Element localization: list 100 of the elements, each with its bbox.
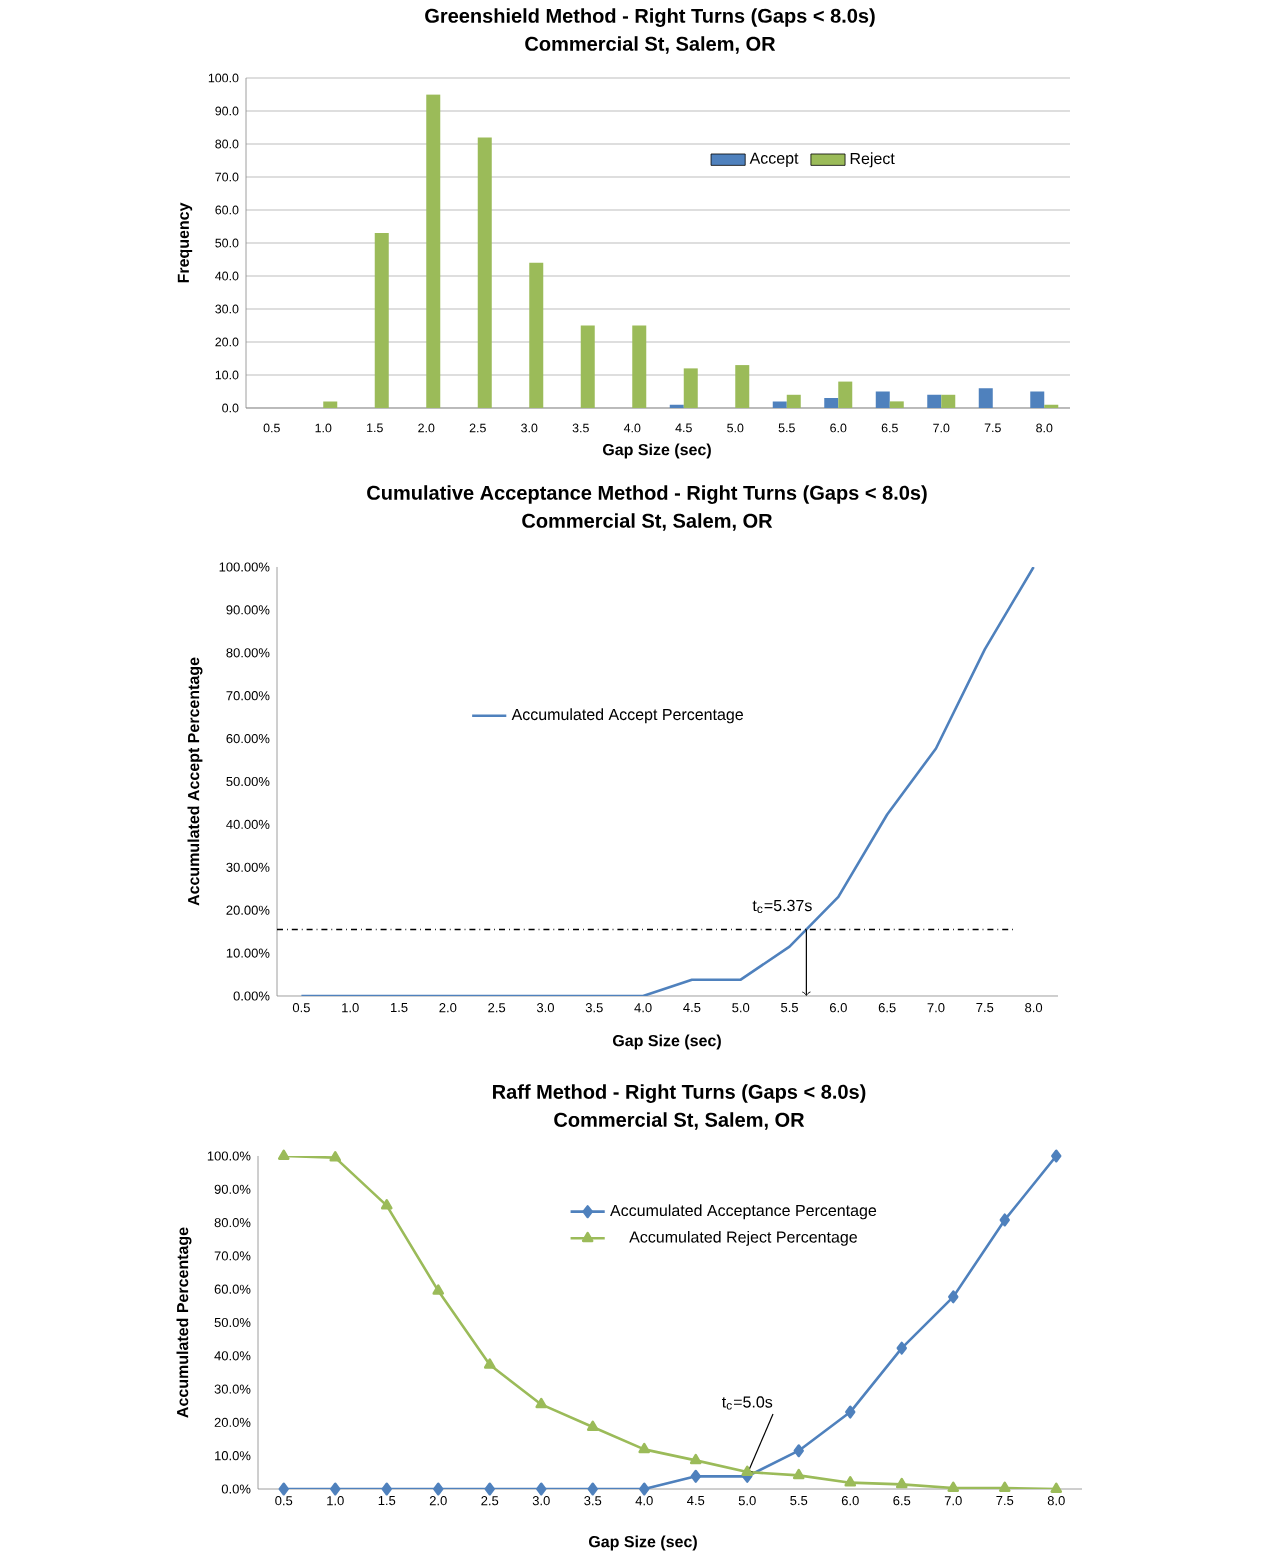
bar: [772, 401, 787, 408]
point: [432, 1284, 445, 1295]
point: [586, 1420, 599, 1431]
x-tick-label: 8.0: [1047, 1496, 1065, 1506]
point: [535, 1397, 548, 1409]
y-tick-label: 60.00%: [226, 734, 270, 744]
x-tick-label: 1.5: [391, 1003, 408, 1013]
point: [948, 1290, 959, 1304]
bar: [978, 388, 993, 408]
legend-label: Accumulated Reject Percentage: [629, 1230, 857, 1246]
annotation: t$_{c}$=5.37s: [752, 899, 812, 914]
x-tick-label: 2.5: [469, 423, 486, 433]
legend-label: Accumulated Acceptance Percentage: [610, 1204, 877, 1220]
y-tick-label: 40.0%: [214, 1351, 251, 1361]
y-tick-label: 20.00%: [226, 905, 270, 915]
x-tick-label: 5.0: [738, 1496, 756, 1506]
y-tick-label: 40.00%: [226, 819, 270, 829]
y-axis-title: Accumulated Accept Percentage: [187, 657, 203, 906]
x-tick-label: 3.0: [536, 1003, 554, 1013]
y-tick-label: 80.00%: [226, 648, 270, 658]
y-tick-label: 70.0%: [214, 1251, 251, 1261]
x-tick-label: 6.5: [893, 1496, 911, 1506]
point: [380, 1199, 393, 1210]
bar: [941, 394, 956, 408]
bar: [824, 398, 839, 408]
x-axis-title: Gap Size (sec): [588, 1535, 697, 1551]
x-tick-label: 5.0: [732, 1003, 750, 1013]
y-tick-label: 90.0: [215, 106, 239, 116]
x-tick-label: 1.5: [378, 1496, 396, 1506]
x-axis-title: Gap Size (sec): [612, 1034, 721, 1050]
y-tick-label: 30.00%: [226, 862, 270, 872]
y-tick-label: 0.0%: [221, 1484, 251, 1494]
point: [690, 1469, 701, 1483]
x-tick-label: 2.0: [439, 1003, 457, 1013]
y-tick-label: 50.0: [215, 238, 239, 248]
point: [330, 1482, 341, 1496]
x-tick-label: 6.0: [841, 1496, 859, 1506]
x-tick-label: 3.0: [521, 423, 538, 433]
bar: [875, 391, 890, 408]
x-tick-label: 3.0: [532, 1496, 550, 1506]
point: [433, 1482, 444, 1496]
y-axis-title: Frequency: [177, 202, 193, 283]
y-tick-label: 50.0%: [214, 1317, 251, 1328]
x-tick-label: 1.0: [315, 423, 332, 433]
point: [329, 1151, 342, 1162]
point: [587, 1482, 598, 1496]
x-tick-label: 5.5: [778, 423, 795, 433]
y-tick-label: 70.0: [215, 172, 239, 182]
x-tick-label: 4.0: [623, 423, 641, 433]
x-tick-label: 0.5: [275, 1496, 293, 1506]
point: [793, 1444, 804, 1458]
x-tick-label: 3.5: [585, 1003, 603, 1013]
chart-subtitle: Commercial St, Salem, OR: [525, 36, 776, 54]
point: [1050, 1482, 1063, 1493]
y-tick-label: 80.0: [215, 139, 239, 149]
point: [947, 1481, 960, 1492]
x-tick-label: 4.0: [634, 1003, 652, 1013]
point: [845, 1405, 856, 1419]
bar: [426, 94, 441, 408]
y-tick-label: 80.0%: [214, 1218, 251, 1228]
x-tick-label: 6.5: [881, 423, 898, 433]
x-tick-label: 3.5: [584, 1496, 602, 1506]
point: [792, 1468, 805, 1480]
y-axis-title: Accumulated Percentage: [176, 1227, 192, 1418]
x-tick-label: 5.5: [790, 1496, 808, 1506]
x-tick-label: 6.0: [830, 423, 847, 433]
x-tick-label: 7.5: [984, 423, 1001, 433]
point: [844, 1476, 857, 1487]
point: [381, 1482, 392, 1496]
y-tick-label: 30.0%: [214, 1384, 251, 1394]
y-tick-label: 30.0: [215, 304, 239, 314]
point: [638, 1442, 651, 1454]
y-tick-label: 60.0%: [214, 1284, 251, 1294]
y-tick-label: 100.0: [208, 73, 239, 83]
bar: [838, 381, 853, 408]
x-tick-label: 7.0: [927, 1003, 945, 1013]
x-tick-label: 0.5: [292, 1003, 310, 1013]
y-tick-label: 90.0%: [214, 1184, 251, 1194]
y-tick-label: 10.0%: [215, 1451, 251, 1461]
annotation: t$_{c}$=5.0s: [721, 1396, 773, 1410]
x-tick-label: 6.0: [829, 1003, 847, 1013]
chart-subtitle: Commercial St, Salem, OR: [554, 1112, 805, 1130]
point: [483, 1358, 496, 1369]
bar: [632, 325, 647, 408]
y-tick-label: 20.0: [215, 337, 239, 347]
y-tick-label: 100.00%: [219, 562, 270, 572]
x-tick-label: 6.5: [878, 1003, 896, 1013]
y-tick-label: 60.0: [215, 205, 239, 215]
bar: [374, 233, 389, 408]
x-tick-label: 8.0: [1025, 1003, 1043, 1013]
bar: [529, 262, 544, 408]
point: [277, 1149, 290, 1160]
point: [999, 1213, 1010, 1227]
point: [895, 1477, 908, 1489]
x-tick-label: 4.5: [687, 1496, 705, 1506]
bar: [889, 401, 904, 408]
point: [896, 1341, 907, 1355]
x-tick-label: 2.5: [481, 1496, 499, 1506]
bar: [683, 368, 698, 408]
x-tick-label: 3.5: [572, 423, 589, 433]
